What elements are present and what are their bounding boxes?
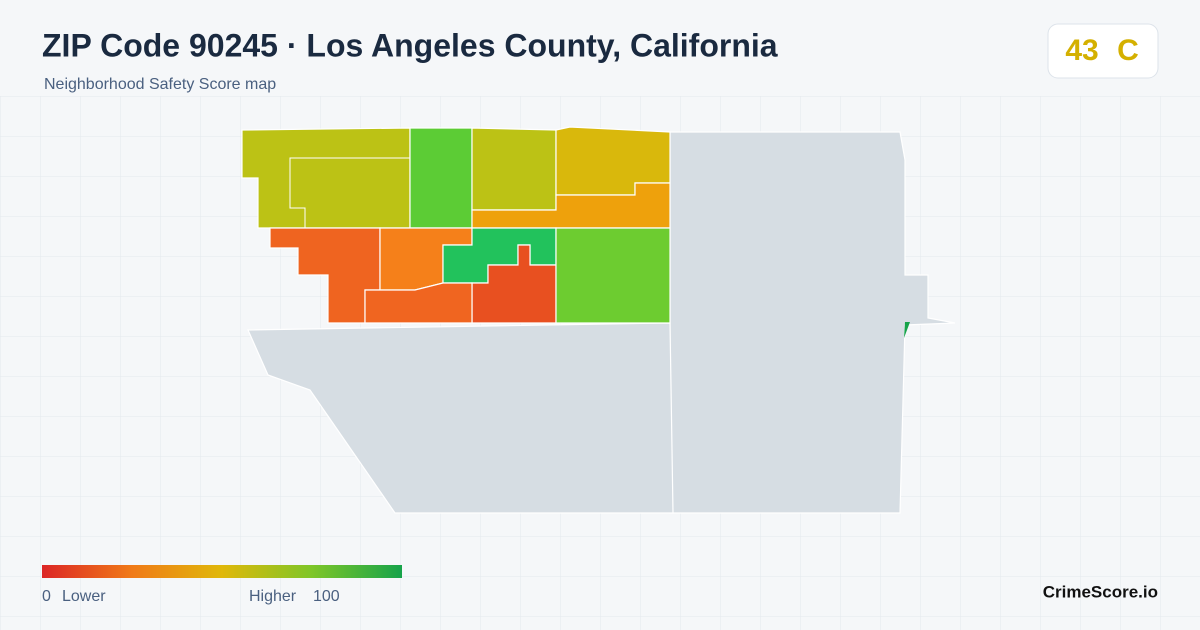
map bbox=[241, 126, 956, 514]
score-badge bbox=[1047, 23, 1159, 79]
map-region bbox=[555, 227, 671, 324]
brand: CrimeScore.io bbox=[1043, 582, 1158, 601]
map-region bbox=[471, 244, 557, 324]
legend-max: 100 bbox=[313, 588, 340, 605]
title: ZIP Code 90245 · Los Angeles County, Cal… bbox=[42, 27, 778, 63]
score: 43 bbox=[1065, 34, 1098, 67]
map-region bbox=[471, 127, 557, 211]
legend-scale bbox=[42, 565, 402, 578]
map-region bbox=[364, 282, 473, 324]
map-region bbox=[241, 127, 411, 229]
map-border bbox=[289, 157, 410, 228]
map-region bbox=[904, 322, 910, 338]
legend-min: 0 bbox=[42, 588, 51, 605]
legend-min-label: Lower bbox=[62, 588, 106, 605]
subtitle: Neighborhood Safety Score map bbox=[44, 76, 276, 93]
map-region bbox=[409, 127, 473, 229]
grade: C bbox=[1117, 34, 1139, 67]
map-region-no-data bbox=[669, 131, 956, 514]
legend-max-label: Higher bbox=[249, 588, 297, 605]
